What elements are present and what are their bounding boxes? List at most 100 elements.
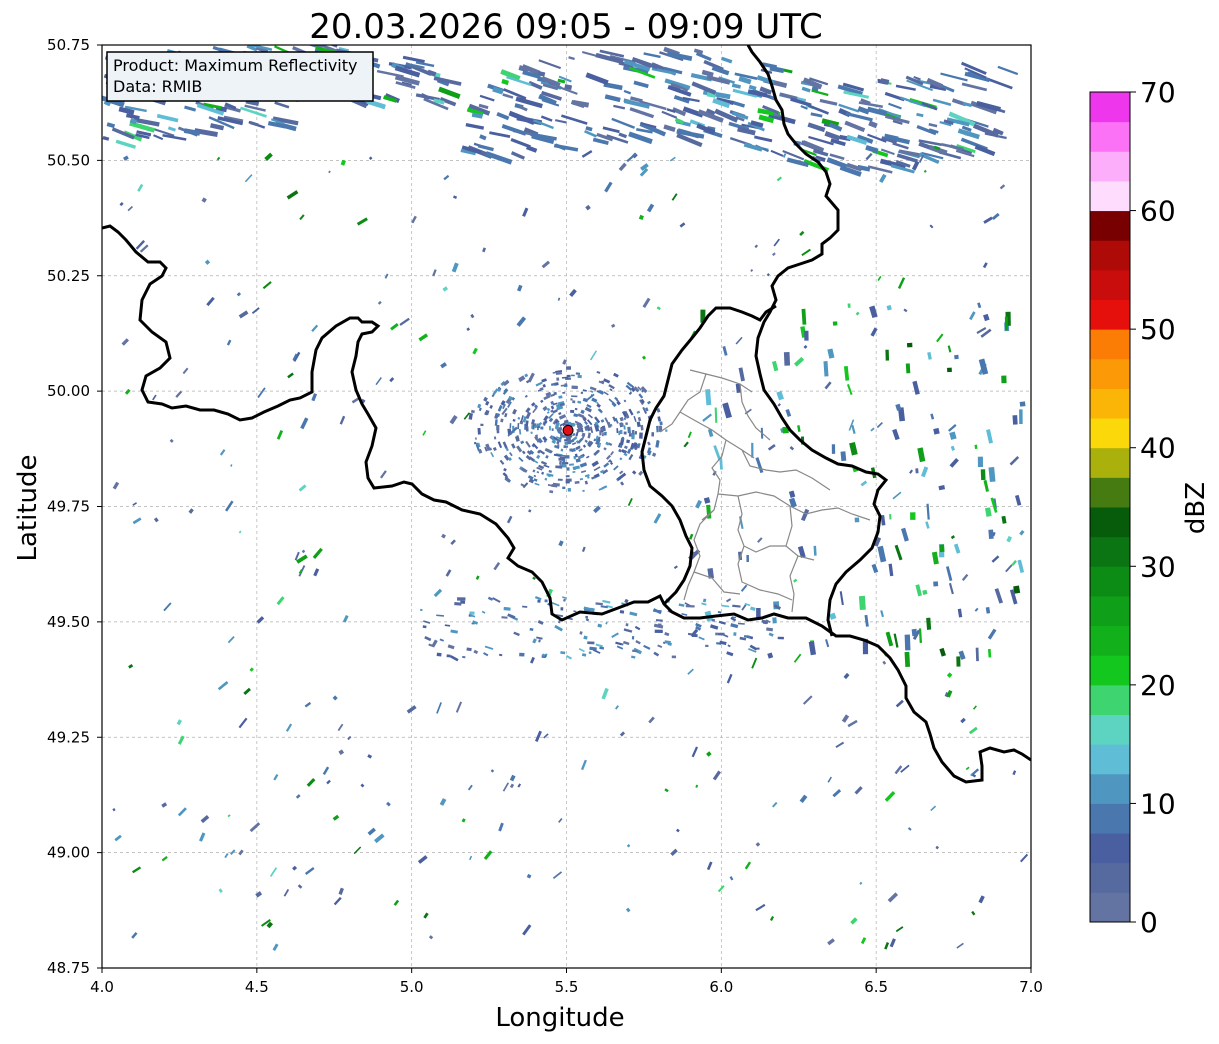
echo-cell bbox=[767, 652, 774, 659]
echo-cell bbox=[766, 273, 770, 277]
echo-cell bbox=[896, 153, 919, 163]
echo-cell bbox=[929, 224, 934, 229]
echo-cell bbox=[657, 416, 662, 422]
echo-cell bbox=[239, 106, 267, 118]
echo-cell bbox=[565, 475, 570, 478]
echo-cell bbox=[673, 565, 678, 570]
echo-cell bbox=[589, 350, 598, 361]
echo-cell bbox=[470, 409, 475, 414]
echo-cell bbox=[751, 442, 754, 458]
echo-cell bbox=[889, 938, 896, 948]
echo-cell bbox=[628, 433, 632, 437]
echo-cell bbox=[455, 701, 463, 713]
echo-cell bbox=[983, 313, 990, 322]
echo-cell bbox=[338, 749, 345, 755]
echo-cell bbox=[533, 459, 539, 464]
echo-cell bbox=[598, 389, 604, 395]
echo-cell bbox=[890, 164, 915, 174]
colorbar-segment bbox=[1090, 744, 1130, 775]
echo-cell bbox=[224, 102, 237, 110]
echo-cell bbox=[839, 591, 844, 606]
echo-cell bbox=[561, 376, 569, 379]
echo-cell bbox=[238, 717, 248, 729]
echo-cell bbox=[536, 454, 541, 460]
echo-cell bbox=[125, 113, 140, 120]
echo-cell bbox=[511, 397, 516, 401]
echo-cell bbox=[877, 275, 882, 281]
echo-cell bbox=[557, 297, 561, 301]
echo-cell bbox=[918, 628, 923, 644]
echo-cell bbox=[586, 455, 590, 459]
echo-cell bbox=[571, 422, 576, 427]
echo-cell bbox=[946, 689, 953, 698]
echo-cell bbox=[556, 377, 560, 381]
echo-cell bbox=[857, 164, 871, 172]
echo-cell bbox=[605, 441, 610, 446]
echo-cell bbox=[161, 802, 168, 808]
echo-cell bbox=[698, 636, 705, 641]
echo-cell bbox=[519, 377, 526, 383]
echo-cell bbox=[528, 80, 543, 90]
echo-cell bbox=[578, 422, 583, 427]
echo-cell bbox=[715, 632, 718, 636]
echo-cell bbox=[496, 413, 501, 417]
echo-cell bbox=[555, 465, 563, 469]
echo-cell bbox=[664, 78, 691, 91]
echo-cell bbox=[641, 355, 647, 360]
echo-cell bbox=[169, 438, 174, 443]
y-tick-label: 50.50 bbox=[47, 151, 90, 169]
echo-cell bbox=[882, 660, 887, 665]
echo-cell bbox=[638, 393, 644, 399]
colorbar-segment bbox=[1090, 477, 1130, 508]
echo-cell bbox=[666, 108, 676, 113]
echo-cell bbox=[136, 130, 152, 137]
echo-cell bbox=[522, 924, 532, 936]
echo-cell bbox=[722, 402, 732, 419]
echo-cell bbox=[886, 304, 892, 311]
echo-cell bbox=[840, 451, 847, 462]
colorbar-tick-label: 60 bbox=[1140, 195, 1176, 228]
echo-cell bbox=[575, 372, 581, 375]
echo-cell bbox=[587, 413, 593, 419]
echo-cell bbox=[705, 108, 716, 117]
echo-cell bbox=[980, 469, 986, 481]
echo-cell bbox=[915, 584, 922, 597]
echo-cell bbox=[946, 117, 970, 127]
echo-cell bbox=[133, 117, 160, 127]
echo-cell bbox=[577, 413, 585, 419]
echo-cell bbox=[633, 442, 638, 448]
echo-cell bbox=[638, 470, 644, 476]
echo-cell bbox=[433, 588, 443, 598]
echo-cell bbox=[808, 135, 834, 146]
echo-cell bbox=[746, 554, 750, 563]
echo-cell bbox=[494, 414, 498, 419]
echo-cell bbox=[477, 427, 481, 435]
echo-cell bbox=[991, 212, 1000, 221]
echo-cell bbox=[494, 419, 498, 426]
echo-cell bbox=[598, 408, 603, 413]
echo-cell bbox=[558, 430, 564, 436]
echo-cell bbox=[572, 400, 576, 404]
echo-cell bbox=[566, 366, 571, 370]
echo-cell bbox=[749, 644, 758, 651]
echo-cell bbox=[667, 85, 692, 97]
radar-site-marker bbox=[562, 424, 574, 436]
echo-cell bbox=[417, 855, 428, 864]
echo-cell bbox=[773, 113, 781, 117]
echo-cell bbox=[921, 151, 944, 160]
echo-cell bbox=[634, 443, 639, 450]
echo-cell bbox=[776, 176, 782, 182]
echo-cell bbox=[484, 446, 488, 452]
echo-cell bbox=[471, 112, 483, 119]
echo-cell bbox=[916, 124, 937, 136]
echo-cell bbox=[748, 648, 757, 653]
colorbar-segment bbox=[1090, 418, 1130, 449]
echo-cell bbox=[888, 102, 902, 110]
echo-cell bbox=[727, 644, 731, 648]
echo-cell bbox=[884, 114, 910, 124]
echo-cell bbox=[718, 620, 726, 625]
echo-cell bbox=[553, 143, 579, 152]
echo-cell bbox=[918, 152, 940, 165]
echo-cell bbox=[569, 463, 574, 466]
echo-cell bbox=[941, 142, 964, 151]
